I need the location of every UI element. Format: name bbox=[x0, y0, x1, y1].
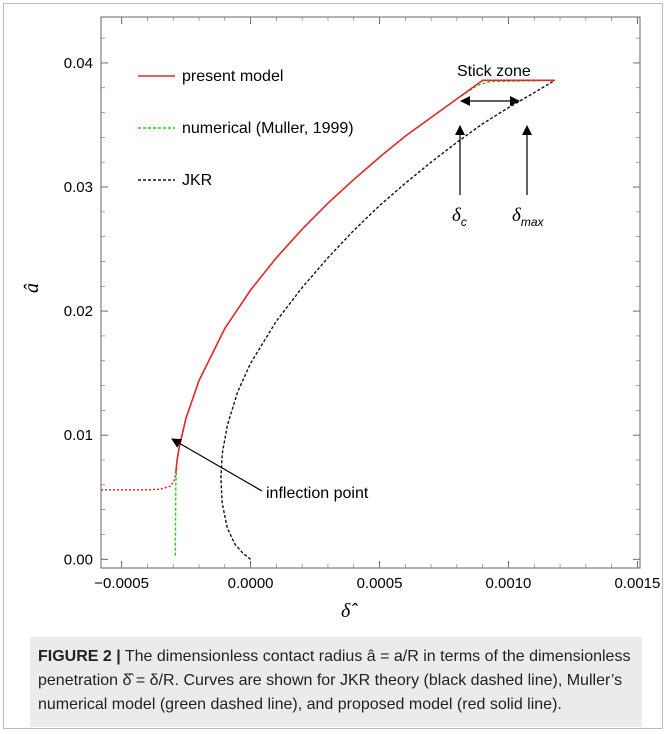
x-tick-label: 0.0015 bbox=[614, 575, 660, 592]
jkr-line bbox=[220, 79, 556, 560]
y-tick-label: 0.01 bbox=[64, 427, 93, 444]
x-tick-label: 0.0005 bbox=[357, 575, 403, 592]
inflection-label: inflection point bbox=[266, 485, 369, 502]
axis-ticks bbox=[101, 17, 640, 568]
y-tick-label: 0.00 bbox=[64, 551, 93, 568]
chart-legend: present model numerical (Muller, 1999) JKR bbox=[138, 68, 354, 189]
legend-label-present-model: present model bbox=[182, 68, 283, 85]
chart-figure: −0.0005 0.0000 0.0005 0.0010 0.0015 0.00 0.01 0… bbox=[21, 16, 661, 620]
delta-c-label: δc bbox=[452, 205, 467, 229]
inflection-arrow bbox=[171, 438, 263, 492]
x-tick-label: 0.0010 bbox=[486, 575, 532, 592]
y-axis-title: â bbox=[21, 283, 43, 293]
legend-label-jkr: JKR bbox=[182, 172, 212, 189]
axis-tick-labels: −0.0005 0.0000 0.0005 0.0010 0.0015 0.00 0.01 0… bbox=[64, 55, 661, 592]
x-tick-label: 0.0000 bbox=[228, 575, 274, 592]
x-axis-title: δ̂ bbox=[341, 600, 358, 620]
chart-annotations: Stick zone δc δmax inflection point bbox=[171, 63, 545, 502]
plot-frame bbox=[100, 16, 641, 569]
y-tick-label: 0.02 bbox=[64, 303, 93, 320]
present-model-line-tail bbox=[101, 472, 177, 491]
y-tick-label: 0.04 bbox=[64, 55, 93, 72]
present-model-line bbox=[174, 79, 555, 473]
legend-label-numerical-muller-1999: numerical (Muller, 1999) bbox=[182, 120, 354, 137]
caption-text: The dimensionless contact radius â = a/R… bbox=[38, 648, 631, 713]
stick-zone-label: Stick zone bbox=[457, 63, 531, 80]
delta-max-label: δmax bbox=[512, 205, 545, 229]
x-tick-label: −0.0005 bbox=[94, 575, 149, 592]
figure-caption: FIGURE 2 | The dimensionless contact rad… bbox=[30, 637, 642, 727]
caption-label: FIGURE 2 | bbox=[38, 648, 121, 665]
plot-area-border bbox=[100, 16, 641, 569]
y-tick-label: 0.03 bbox=[64, 179, 93, 196]
figure-frame bbox=[3, 3, 663, 729]
